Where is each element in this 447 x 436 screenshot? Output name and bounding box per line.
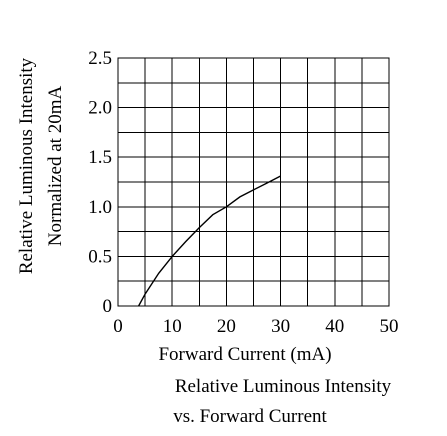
plot-frame [117,57,390,307]
chart-caption-line-1: Relative Luminous Intensity [175,376,392,397]
x-tick-label-1: 10 [163,316,182,337]
chart-grid [118,58,389,306]
x-axis-label: Forward Current (mA) [158,344,331,365]
x-tick-label-3: 30 [271,316,290,337]
tick-labels: 0 10 20 30 40 50 0 0.5 1.0 1.5 2.0 2.5 [88,48,398,337]
y-tick-label-2: 1.0 [88,197,112,218]
y-tick-label-1: 0.5 [88,246,112,267]
y-tick-label-5: 2.5 [88,48,112,69]
y-tick-label-3: 1.5 [88,147,112,168]
y-axis-label-line-2: Normalized at 20mA [45,86,66,247]
series-layer [137,175,281,307]
y-tick-label-0: 0 [103,296,113,317]
x-tick-label-2: 20 [217,316,236,337]
x-tick-label-5: 50 [380,316,399,337]
chart-caption-line-2: vs. Forward Current [173,406,327,427]
x-tick-label-4: 40 [325,316,344,337]
y-tick-label-4: 2.0 [88,98,112,119]
series-line-0 [137,175,281,307]
x-tick-label-0: 0 [113,316,123,337]
y-axis-label-line-1: Relative Luminous Intensity [16,57,37,274]
